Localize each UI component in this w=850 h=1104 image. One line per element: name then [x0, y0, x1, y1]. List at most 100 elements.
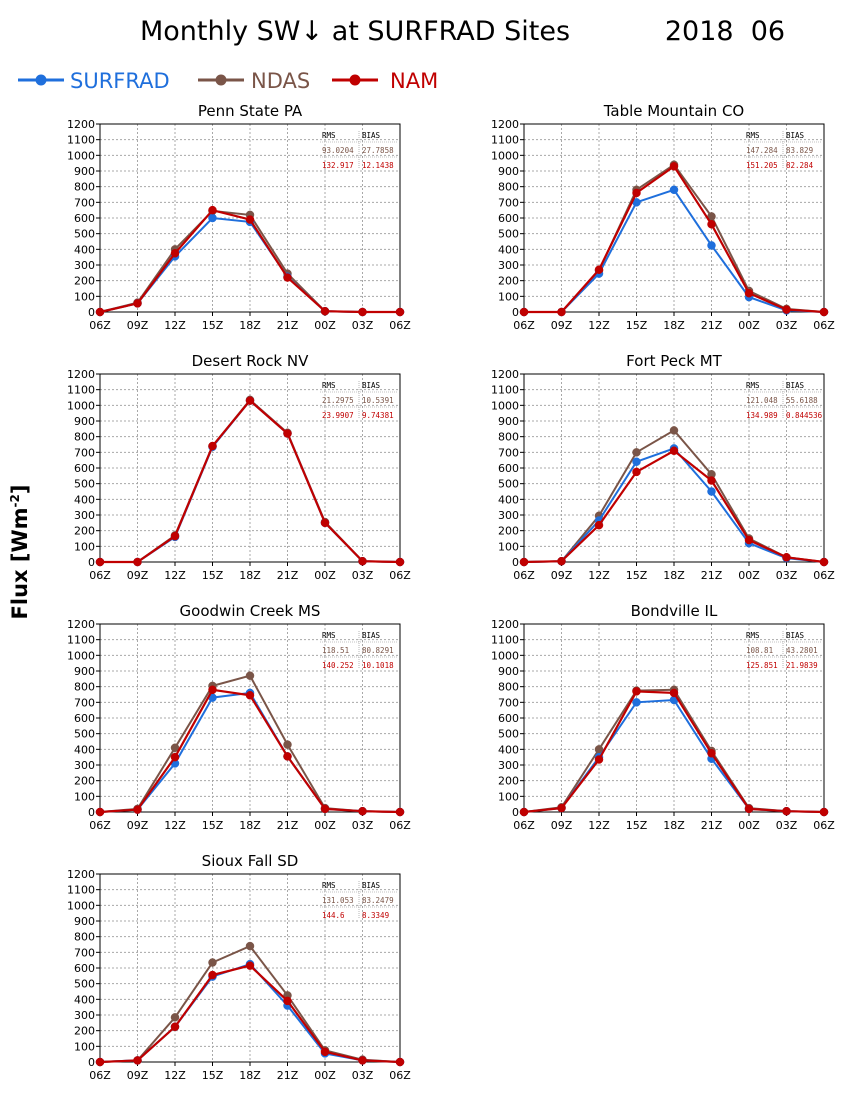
panel-title: Penn State PA [198, 102, 303, 120]
data-point-nam [594, 265, 604, 274]
x-tick-label: 09Z [127, 319, 149, 332]
y-tick-label: 900 [74, 665, 95, 678]
x-tick-label: 03Z [352, 319, 374, 332]
x-tick-label: 12Z [588, 569, 610, 582]
y-tick-label: 800 [74, 681, 95, 694]
x-tick-label: 09Z [551, 569, 573, 582]
data-point-nam [95, 807, 105, 817]
panel-title: Table Mountain CO [603, 102, 745, 120]
panel-title: Fort Peck MT [626, 352, 722, 370]
stats-header-rms: RMS [746, 381, 760, 390]
data-point-nam [208, 685, 217, 695]
x-tick-label: 21Z [701, 819, 723, 832]
data-point-nam [744, 288, 754, 298]
x-tick-label: 00Z [738, 319, 760, 332]
stats-nam-bias: 21.9839 [786, 661, 818, 670]
y-tick-label: 0 [512, 806, 519, 819]
data-point-nam [519, 557, 529, 567]
data-point-nam [669, 446, 679, 456]
y-tick-label: 1000 [67, 149, 95, 162]
y-tick-label: 700 [74, 196, 95, 209]
y-tick-label: 1100 [491, 134, 519, 147]
y-tick-label: 400 [74, 743, 95, 756]
x-tick-label: 06Z [89, 819, 111, 832]
data-point-surfrad [707, 487, 716, 496]
data-point-surfrad [632, 698, 641, 707]
data-point-nam [170, 249, 180, 258]
y-tick-label: 400 [498, 243, 519, 256]
y-tick-label: 500 [74, 228, 95, 241]
x-tick-label: 09Z [127, 1069, 149, 1082]
x-tick-label: 12Z [164, 569, 186, 582]
y-tick-label: 700 [498, 446, 519, 459]
data-point-nam [782, 553, 791, 562]
data-point-nam [170, 1022, 180, 1031]
panels: Penn State PA 0 100 200 300 400 500 600 700 800 90… [67, 102, 835, 1082]
series-nam [519, 446, 829, 567]
legend-label-ndas: NDAS [251, 69, 310, 93]
x-tick-label: 09Z [127, 569, 149, 582]
series-line-surfrad [100, 399, 401, 563]
stats-ndas-rms: 118.51 [322, 646, 349, 655]
y-tick-label: 1100 [67, 884, 95, 897]
x-tick-label: 15Z [626, 319, 648, 332]
y-tick-label: 800 [498, 181, 519, 194]
x-tick-label: 15Z [202, 319, 224, 332]
data-point-surfrad [632, 457, 641, 466]
y-tick-label: 1000 [491, 649, 519, 662]
data-point-nam [358, 556, 367, 566]
data-point-nam [283, 273, 292, 282]
y-tick-label: 100 [498, 790, 519, 803]
x-tick-label: 00Z [314, 819, 336, 832]
y-tick-label: 800 [74, 181, 95, 194]
data-point-nam [358, 806, 367, 816]
x-tick-label: 12Z [164, 1069, 186, 1082]
x-tick-label: 18Z [239, 819, 261, 832]
y-tick-label: 700 [498, 196, 519, 209]
grid [100, 124, 400, 312]
stats-header-rms: RMS [322, 631, 336, 640]
stats-nam-rms: 132.917 [322, 161, 354, 170]
y-tick-label: 1000 [67, 649, 95, 662]
data-point-nam [744, 804, 754, 814]
stats-ndas-bias: 80.8291 [362, 646, 394, 655]
data-point-nam [557, 307, 566, 317]
data-point-nam [245, 961, 255, 970]
data-point-nam [669, 688, 679, 698]
x-tick-label: 12Z [588, 319, 610, 332]
panel-fort-peck-mt: Fort Peck MT 0 100 200 300 400 500 600 700 800 900… [491, 352, 835, 582]
series-nam [519, 687, 829, 817]
x-tick-label: 09Z [551, 319, 573, 332]
stats-ndas-rms: 131.053 [322, 896, 354, 905]
stats-header-bias: BIAS [362, 881, 381, 890]
data-point-ndas [669, 426, 679, 435]
y-tick-label: 800 [498, 431, 519, 444]
stats-ndas-bias: 43.2801 [786, 646, 818, 655]
data-point-nam [320, 306, 330, 316]
series-nam [519, 162, 829, 317]
data-point-nam [782, 806, 791, 816]
y-tick-label: 300 [74, 509, 95, 522]
stats-ndas-bias: 27.7858 [362, 146, 394, 155]
y-tick-label: 700 [74, 696, 95, 709]
data-point-nam [519, 807, 529, 817]
grid [524, 374, 824, 562]
data-point-surfrad [208, 213, 217, 223]
stats-nam-rms: 125.851 [746, 661, 778, 670]
data-point-nam [208, 441, 217, 451]
x-tick-label: 18Z [663, 569, 685, 582]
y-tick-label: 300 [74, 759, 95, 772]
panel-title: Sioux Fall SD [202, 852, 299, 870]
y-tick-label: 300 [498, 759, 519, 772]
y-tick-label: 800 [74, 431, 95, 444]
x-tick-label: 06Z [813, 819, 835, 832]
stats-header-bias: BIAS [362, 631, 381, 640]
x-tick-label: 15Z [202, 819, 224, 832]
y-tick-label: 600 [498, 212, 519, 225]
x-tick-label: 00Z [738, 819, 760, 832]
y-tick-label: 1000 [491, 399, 519, 412]
data-point-nam [819, 307, 829, 317]
y-tick-label: 800 [498, 681, 519, 694]
panel-desert-rock-nv: Desert Rock NV 0 100 200 300 400 500 600 700 800 9… [67, 352, 411, 582]
